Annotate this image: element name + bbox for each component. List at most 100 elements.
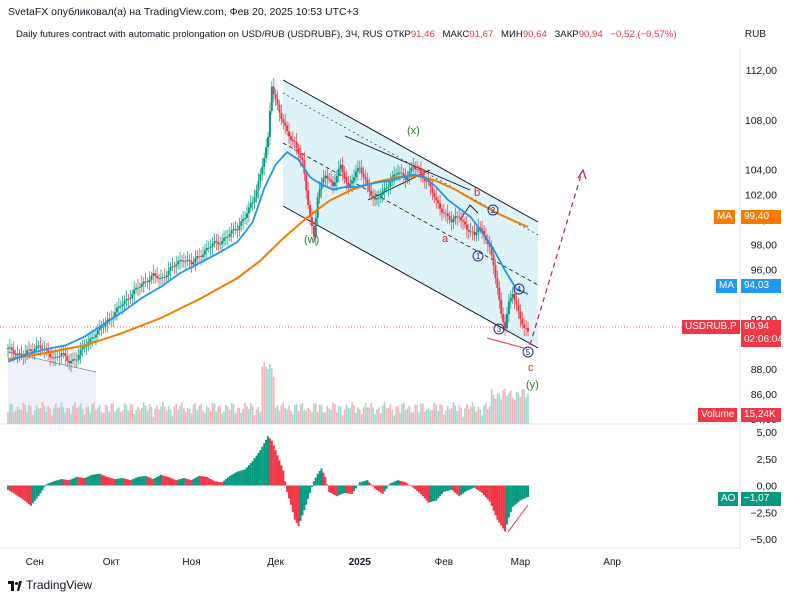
currency-label: RUB: [744, 29, 766, 40]
candle-body: [261, 166, 264, 175]
volume-bar: [360, 414, 363, 424]
volume-bar: [301, 402, 304, 424]
ao-bar: [286, 485, 289, 492]
close-value: 90,94: [578, 29, 603, 40]
tradingview-footer[interactable]: TradingView: [8, 578, 92, 592]
ao-bar: [370, 484, 373, 486]
volume-bar: [290, 410, 292, 424]
volume-bar: [425, 409, 428, 424]
ao-bar: [83, 478, 86, 486]
volume-bar: [517, 392, 520, 424]
projection-arrow-line: [529, 171, 583, 346]
candle-body: [202, 254, 204, 257]
volume-bar: [171, 416, 174, 424]
ao-bar: [282, 470, 285, 486]
volume-bar: [251, 405, 254, 424]
wave-marker-2: 2: [487, 204, 499, 216]
ao-bar: [431, 485, 434, 502]
volume-bar: [376, 408, 378, 424]
ao-bar: [110, 478, 113, 486]
time-axis-ticks: Сен Окт Ноя Дек 2025 Фев Мар Апр: [26, 557, 622, 568]
ao-bar: [391, 482, 394, 486]
volume-bar: [148, 404, 151, 424]
ao-bar: [137, 476, 139, 486]
ao-bar: [351, 485, 354, 495]
ao-bar: [509, 485, 512, 513]
candle-body: [255, 190, 258, 198]
candle-body: [247, 207, 250, 214]
candle-body: [444, 213, 447, 215]
instrument-title: Daily futures contract with automatic pr…: [16, 29, 383, 40]
volume-bar: [51, 415, 53, 424]
volume-profile-box: [8, 352, 96, 424]
candle-body: [439, 203, 442, 209]
volume-bar: [272, 376, 275, 424]
ao-bar: [244, 469, 247, 486]
ao-bar: [253, 458, 256, 486]
volume-bar: [177, 409, 179, 424]
candle-body: [270, 86, 273, 112]
ao-bar: [358, 482, 361, 486]
ao-bar: [263, 443, 266, 486]
volume-bar: [513, 399, 516, 424]
volume-bar: [97, 407, 99, 424]
volume-bar: [383, 402, 386, 424]
volume-bar: [66, 407, 69, 424]
volume-bar: [30, 405, 32, 424]
wave-marker-3: 3: [493, 323, 505, 335]
ao-bar: [251, 460, 254, 486]
candle-body: [381, 191, 384, 196]
volume-bar: [173, 406, 176, 424]
ma-slow-value-tag: 99,40: [741, 210, 781, 224]
price-value-tag: 90,94: [741, 320, 781, 334]
volume-bar: [70, 414, 72, 424]
ao-bar: [221, 482, 224, 486]
volume-bar: [87, 406, 90, 424]
ao-bar: [330, 485, 333, 493]
volume-bar: [506, 395, 508, 424]
volume-bar: [141, 408, 143, 424]
wave-label-b: b: [474, 187, 480, 199]
candle-body: [184, 260, 187, 262]
ao-bar: [184, 478, 187, 486]
volume-bar: [26, 411, 28, 424]
candle-body: [198, 256, 201, 257]
ao-bar: [429, 485, 432, 503]
ao-bar: [289, 485, 292, 505]
ao-bar: [345, 485, 348, 494]
volume-bar: [248, 408, 250, 424]
ao-bar: [486, 485, 489, 500]
candle-body: [131, 294, 134, 299]
ao-bar: [75, 476, 78, 486]
ao-bar: [458, 485, 461, 497]
volume-bar: [242, 408, 244, 424]
candle-body: [146, 281, 149, 283]
volume-bar: [313, 403, 315, 424]
volume-bar: [456, 410, 459, 424]
candle-body: [215, 240, 218, 242]
candle-body: [245, 213, 248, 218]
volume-bar: [448, 409, 451, 424]
ao-bar: [158, 475, 161, 486]
ao-bar: [374, 485, 377, 489]
ao-bar: [165, 476, 168, 486]
volume-bar: [320, 404, 323, 424]
ao-bar: [167, 476, 170, 486]
volume-bar: [56, 408, 59, 424]
ao-bar: [196, 476, 199, 486]
candle-body: [400, 172, 403, 174]
channel-upper-line: [282, 79, 539, 223]
ao-bar: [433, 485, 436, 502]
volume-bar: [43, 405, 46, 424]
candle-body: [144, 281, 147, 283]
candle-body: [190, 261, 193, 265]
ao-tick-label: −5,00: [750, 534, 777, 546]
ao-bar: [45, 484, 48, 486]
ao-bar: [215, 481, 218, 486]
candle-body: [490, 246, 493, 255]
volume-bar: [112, 403, 114, 424]
ma-fast-value-tag: 94,03: [741, 279, 781, 293]
volume-bar: [326, 406, 329, 424]
volume-bar: [450, 407, 453, 424]
